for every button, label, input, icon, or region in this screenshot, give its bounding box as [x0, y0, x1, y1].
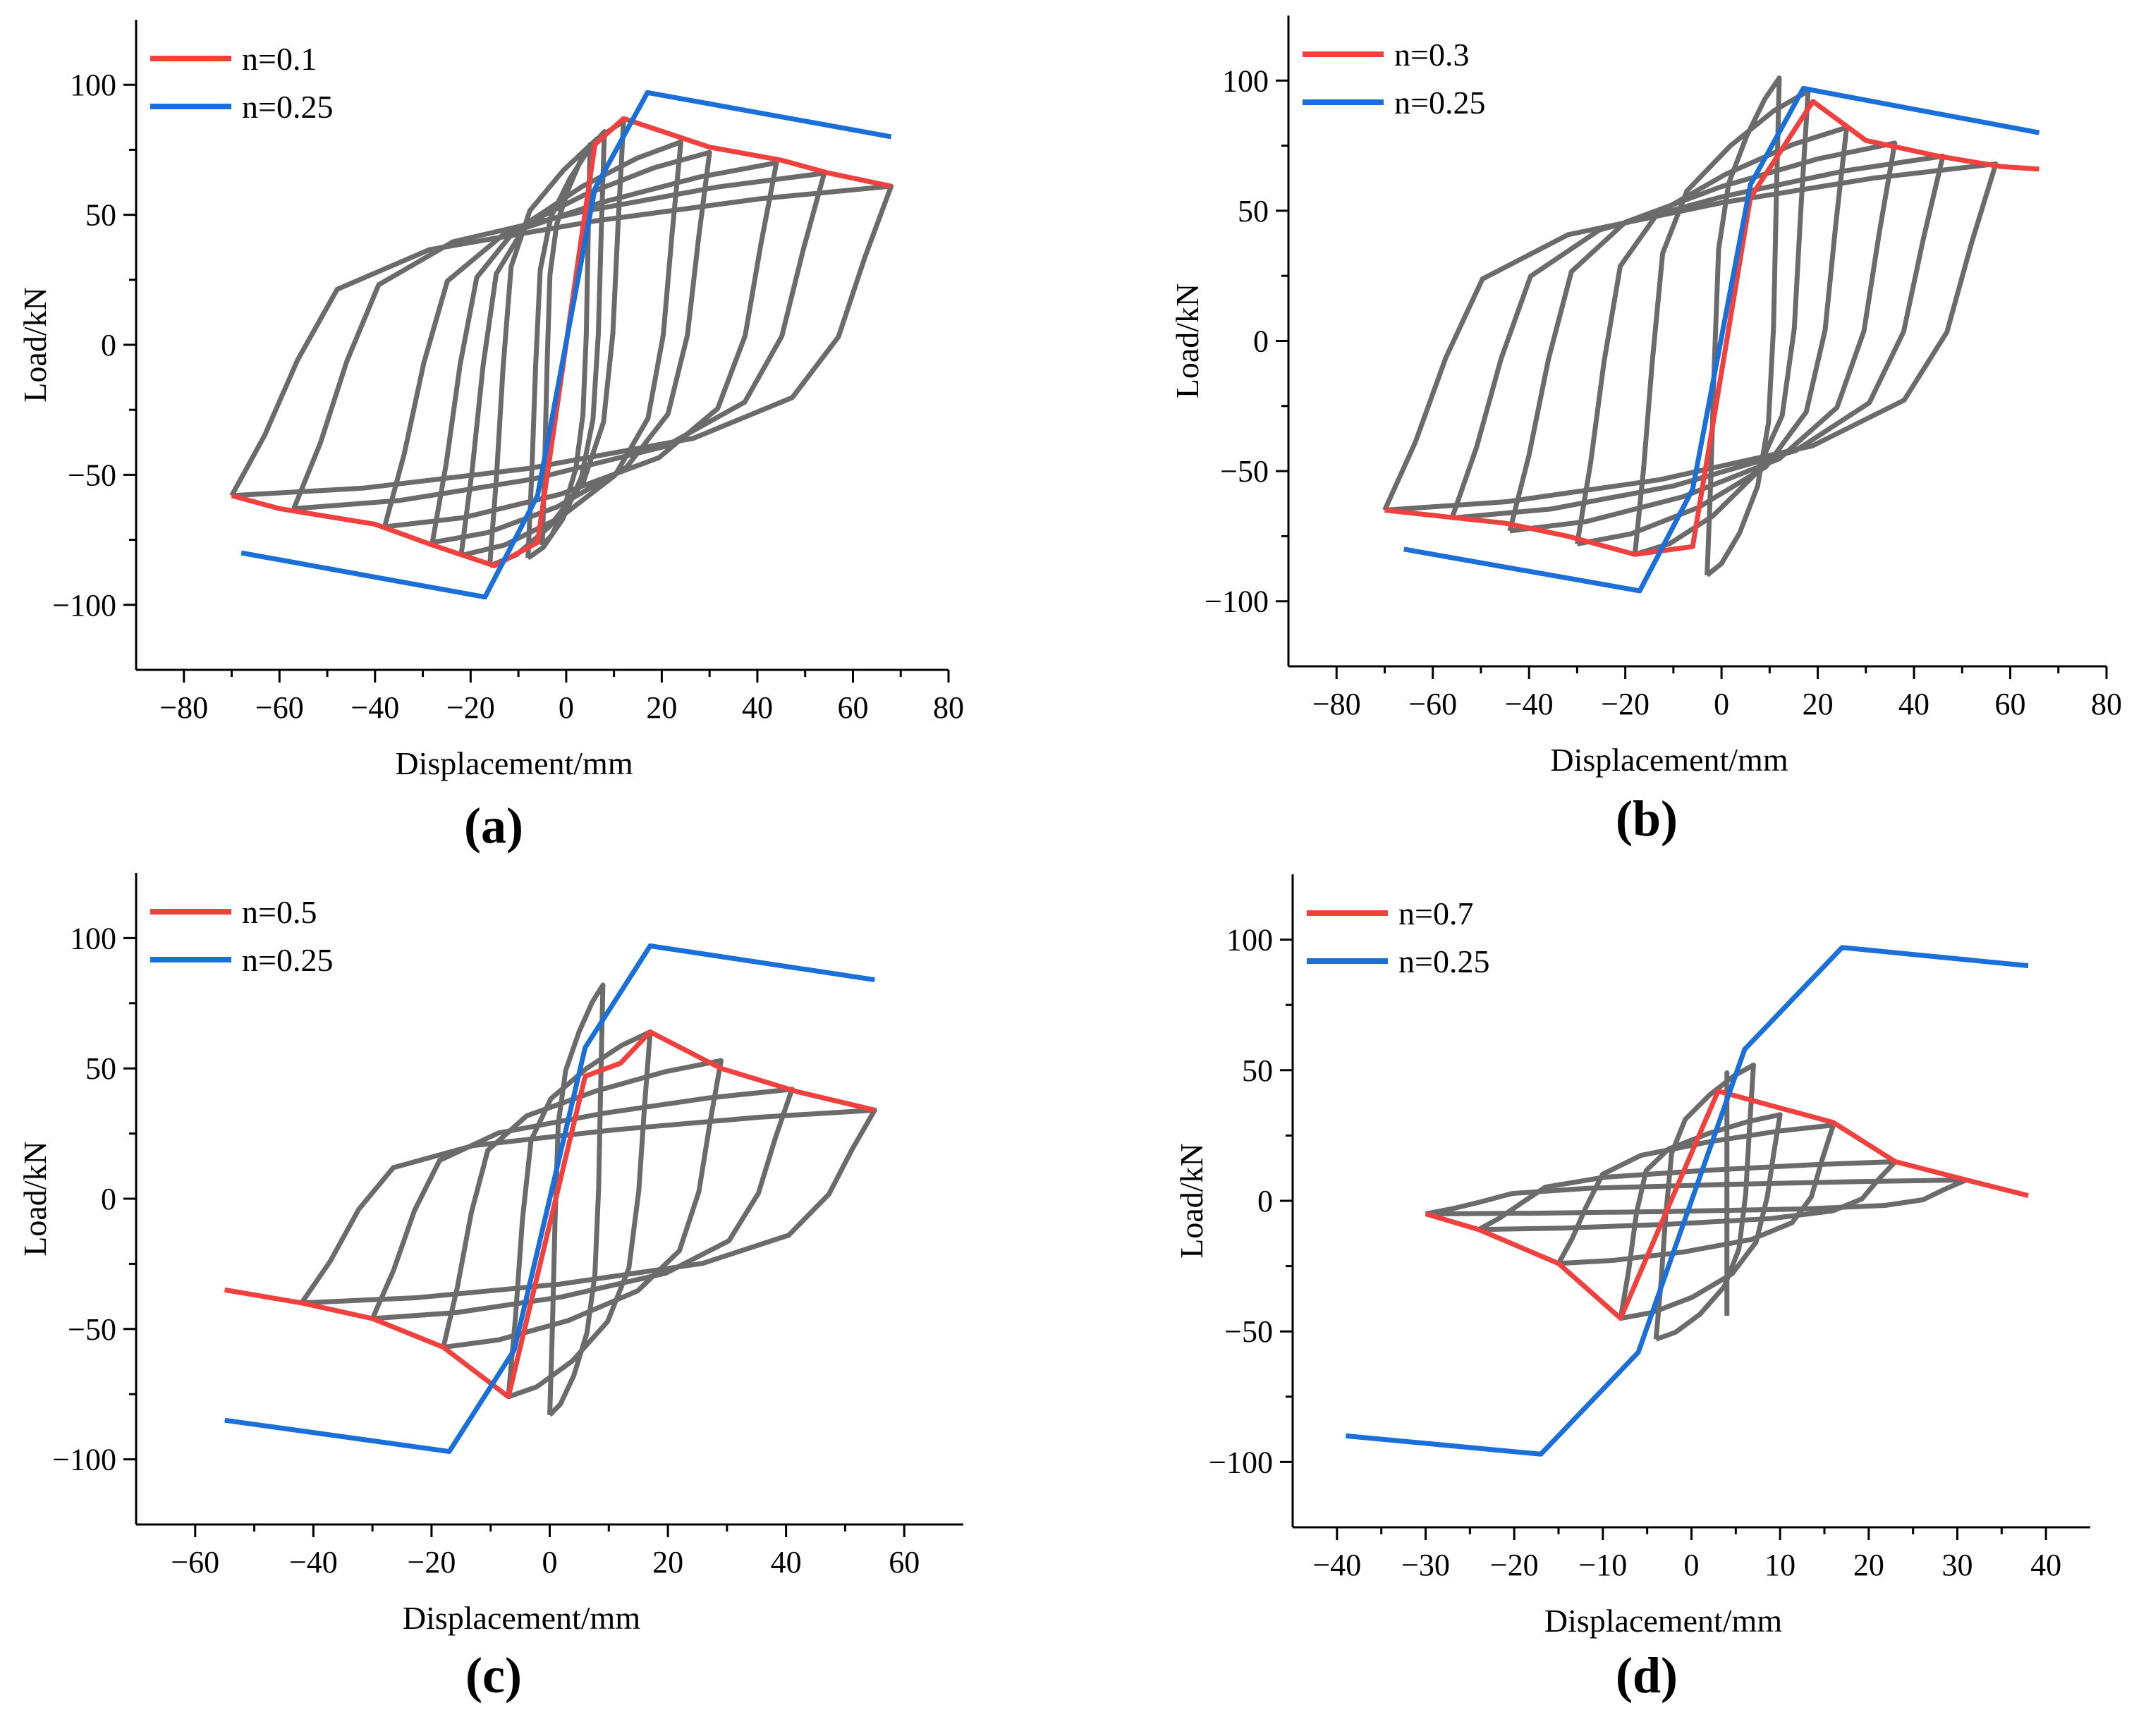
x-tick-label: 60: [889, 1545, 920, 1579]
y-tick-label: −100: [52, 1443, 116, 1477]
series-line-n-0-25: [1403, 85, 2040, 594]
panel-label: (c): [465, 1647, 522, 1704]
x-tick-label: 80: [2091, 687, 2122, 721]
hysteresis-loop: [382, 160, 779, 530]
panel-label: (a): [464, 797, 523, 854]
x-tick-label: −20: [446, 690, 495, 725]
y-tick-label: 50: [85, 1051, 116, 1086]
hysteresis-loop: [441, 1058, 724, 1350]
y-axis-label: Load/kN: [17, 287, 53, 403]
x-tick-label: −60: [255, 690, 304, 725]
x-tick-label: −20: [1490, 1548, 1539, 1582]
chart-a: −80 −60 −40 −20 0 20 40 60 80 −100 −50 0 50 100 Displa…: [17, 20, 964, 854]
y-tick-label: 100: [70, 921, 116, 955]
hysteresis-loop: [429, 149, 712, 545]
y-axis-label: Load/kN: [1169, 283, 1205, 399]
y-tick-label: −50: [68, 1312, 116, 1347]
x-tick-label: 60: [837, 690, 868, 725]
y-tick-label: −50: [1220, 454, 1269, 489]
legend-label: n=0.25: [242, 89, 333, 125]
x-tick-label: 40: [2030, 1548, 2061, 1582]
x-tick-label: 0: [1714, 687, 1729, 721]
series-line-n-0-5: [224, 1029, 876, 1400]
y-tick-label: 50: [85, 198, 116, 233]
y-tick-label: 0: [1257, 1184, 1273, 1218]
x-tick-label: 30: [1942, 1548, 1973, 1582]
x-axis-label: Displacement/mm: [403, 1600, 640, 1636]
legend-label: n=0.1: [242, 41, 317, 77]
series-line-n-0-25: [240, 90, 892, 600]
x-tick-label: −20: [1601, 687, 1650, 721]
x-tick-label: −80: [1312, 687, 1361, 721]
x-tick-label: −10: [1578, 1548, 1627, 1582]
legend-label: n=0.7: [1398, 895, 1473, 931]
x-axis-label: Displacement/mm: [1544, 1603, 1782, 1639]
legend-label: n=0.25: [1398, 943, 1489, 979]
hysteresis-loop: [1653, 1062, 1756, 1342]
hysteresis-loop: [1618, 1112, 1783, 1321]
x-axis-label: Displacement/mm: [1550, 742, 1788, 778]
y-tick-label: 0: [101, 1182, 116, 1216]
panel-label: (d): [1616, 1647, 1678, 1704]
x-tick-label: 20: [652, 1545, 683, 1579]
x-tick-label: 40: [1898, 687, 1929, 721]
x-tick-label: 20: [646, 690, 677, 725]
x-tick-label: 60: [1995, 687, 2026, 721]
series-line-n-0-7: [1425, 1088, 2029, 1321]
y-tick-label: 0: [1253, 324, 1269, 359]
hysteresis-loop: [1507, 140, 1898, 534]
y-tick-label: 50: [1242, 1053, 1273, 1088]
y-axis-label: Load/kN: [1173, 1143, 1209, 1259]
x-tick-label: 0: [542, 1545, 558, 1579]
x-tick-label: 40: [742, 690, 773, 725]
x-tick-label: 10: [1764, 1548, 1795, 1582]
series-line-n-0-3: [1384, 99, 2040, 557]
x-tick-label: −40: [1505, 687, 1554, 721]
panel-label: (b): [1616, 790, 1678, 847]
x-tick-label: 0: [1684, 1548, 1700, 1582]
y-tick-label: 50: [1238, 194, 1269, 228]
y-tick-label: −100: [52, 588, 116, 623]
x-axis-label: Displacement/mm: [395, 745, 633, 781]
chart-d: −40 −30 −20 −10 0 10 20 30 40−100−50050100Displa…: [1173, 874, 2090, 1704]
x-tick-label: −40: [289, 1545, 338, 1579]
y-tick-label: −100: [1209, 1445, 1273, 1479]
hysteresis-loop: [1705, 75, 1782, 577]
hysteresis-loop: [458, 139, 684, 558]
y-tick-label: 0: [101, 328, 116, 362]
y-tick-label: 100: [1226, 923, 1273, 958]
series-line-n-0-25: [224, 943, 875, 1455]
x-tick-label: 40: [771, 1545, 802, 1579]
series-line-n-0-25: [1346, 945, 2029, 1457]
chart-b: −80 −60 −40 −20 0 20 40 60 80 −100 −50 0 50 100 Displa…: [1169, 16, 2122, 847]
y-tick-label: −50: [1224, 1314, 1273, 1349]
x-tick-label: 20: [1803, 687, 1834, 721]
y-axis-label: Load/kN: [17, 1141, 53, 1257]
legend-label: n=0.3: [1394, 37, 1469, 73]
x-tick-label: −20: [408, 1545, 456, 1579]
y-tick-label: −100: [1205, 585, 1269, 619]
chart-c: −60 −40 −20 0 20 40 60 −100 −50 0 50 100 Displacemen…: [17, 873, 963, 1704]
x-tick-label: 0: [559, 690, 574, 725]
x-tick-label: −40: [350, 690, 399, 725]
x-tick-label: −40: [1312, 1548, 1361, 1582]
legend-label: n=0.25: [242, 942, 333, 978]
y-tick-label: −50: [68, 458, 116, 492]
legend-label: n=0.5: [242, 894, 317, 930]
x-tick-label: −80: [159, 690, 208, 725]
y-tick-label: 100: [1222, 63, 1269, 98]
x-tick-label: 80: [933, 690, 964, 725]
y-tick-label: 100: [70, 68, 116, 102]
x-tick-label: −30: [1401, 1548, 1450, 1582]
x-tick-label: 20: [1853, 1548, 1884, 1582]
x-tick-label: −60: [1408, 687, 1457, 721]
x-tick-label: −60: [171, 1545, 219, 1579]
legend-label: n=0.25: [1394, 85, 1485, 121]
